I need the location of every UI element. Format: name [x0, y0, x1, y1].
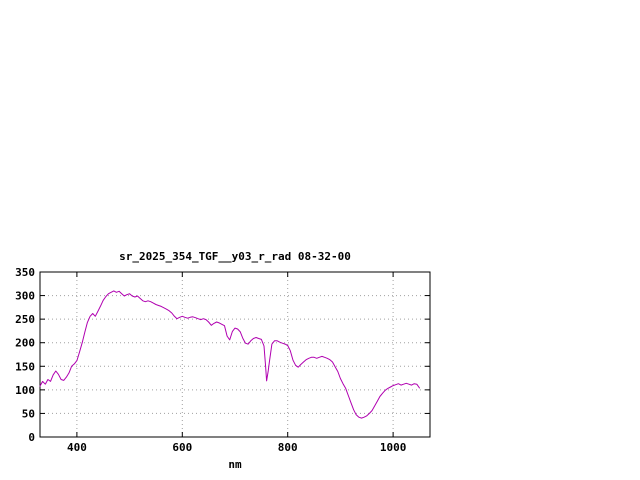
spectrum-line: [39, 290, 420, 419]
y-tick-label: 300: [15, 290, 35, 303]
y-tick-label: 50: [22, 407, 35, 420]
y-tick-label: 0: [28, 431, 35, 444]
x-tick-label: 800: [278, 441, 298, 454]
x-tick-label: 600: [172, 441, 192, 454]
x-tick-label: 400: [67, 441, 87, 454]
y-tick-label: 100: [15, 384, 35, 397]
chart-title: sr_2025_354_TGF__y03_r_rad 08-32-00: [119, 250, 351, 263]
y-tick-label: 350: [15, 266, 35, 279]
y-tick-label: 150: [15, 360, 35, 373]
y-tick-label: 250: [15, 313, 35, 326]
x-tick-label: 1000: [380, 441, 407, 454]
x-axis-label: nm: [228, 458, 242, 471]
y-tick-label: 200: [15, 337, 35, 350]
plot-border: [39, 271, 431, 438]
